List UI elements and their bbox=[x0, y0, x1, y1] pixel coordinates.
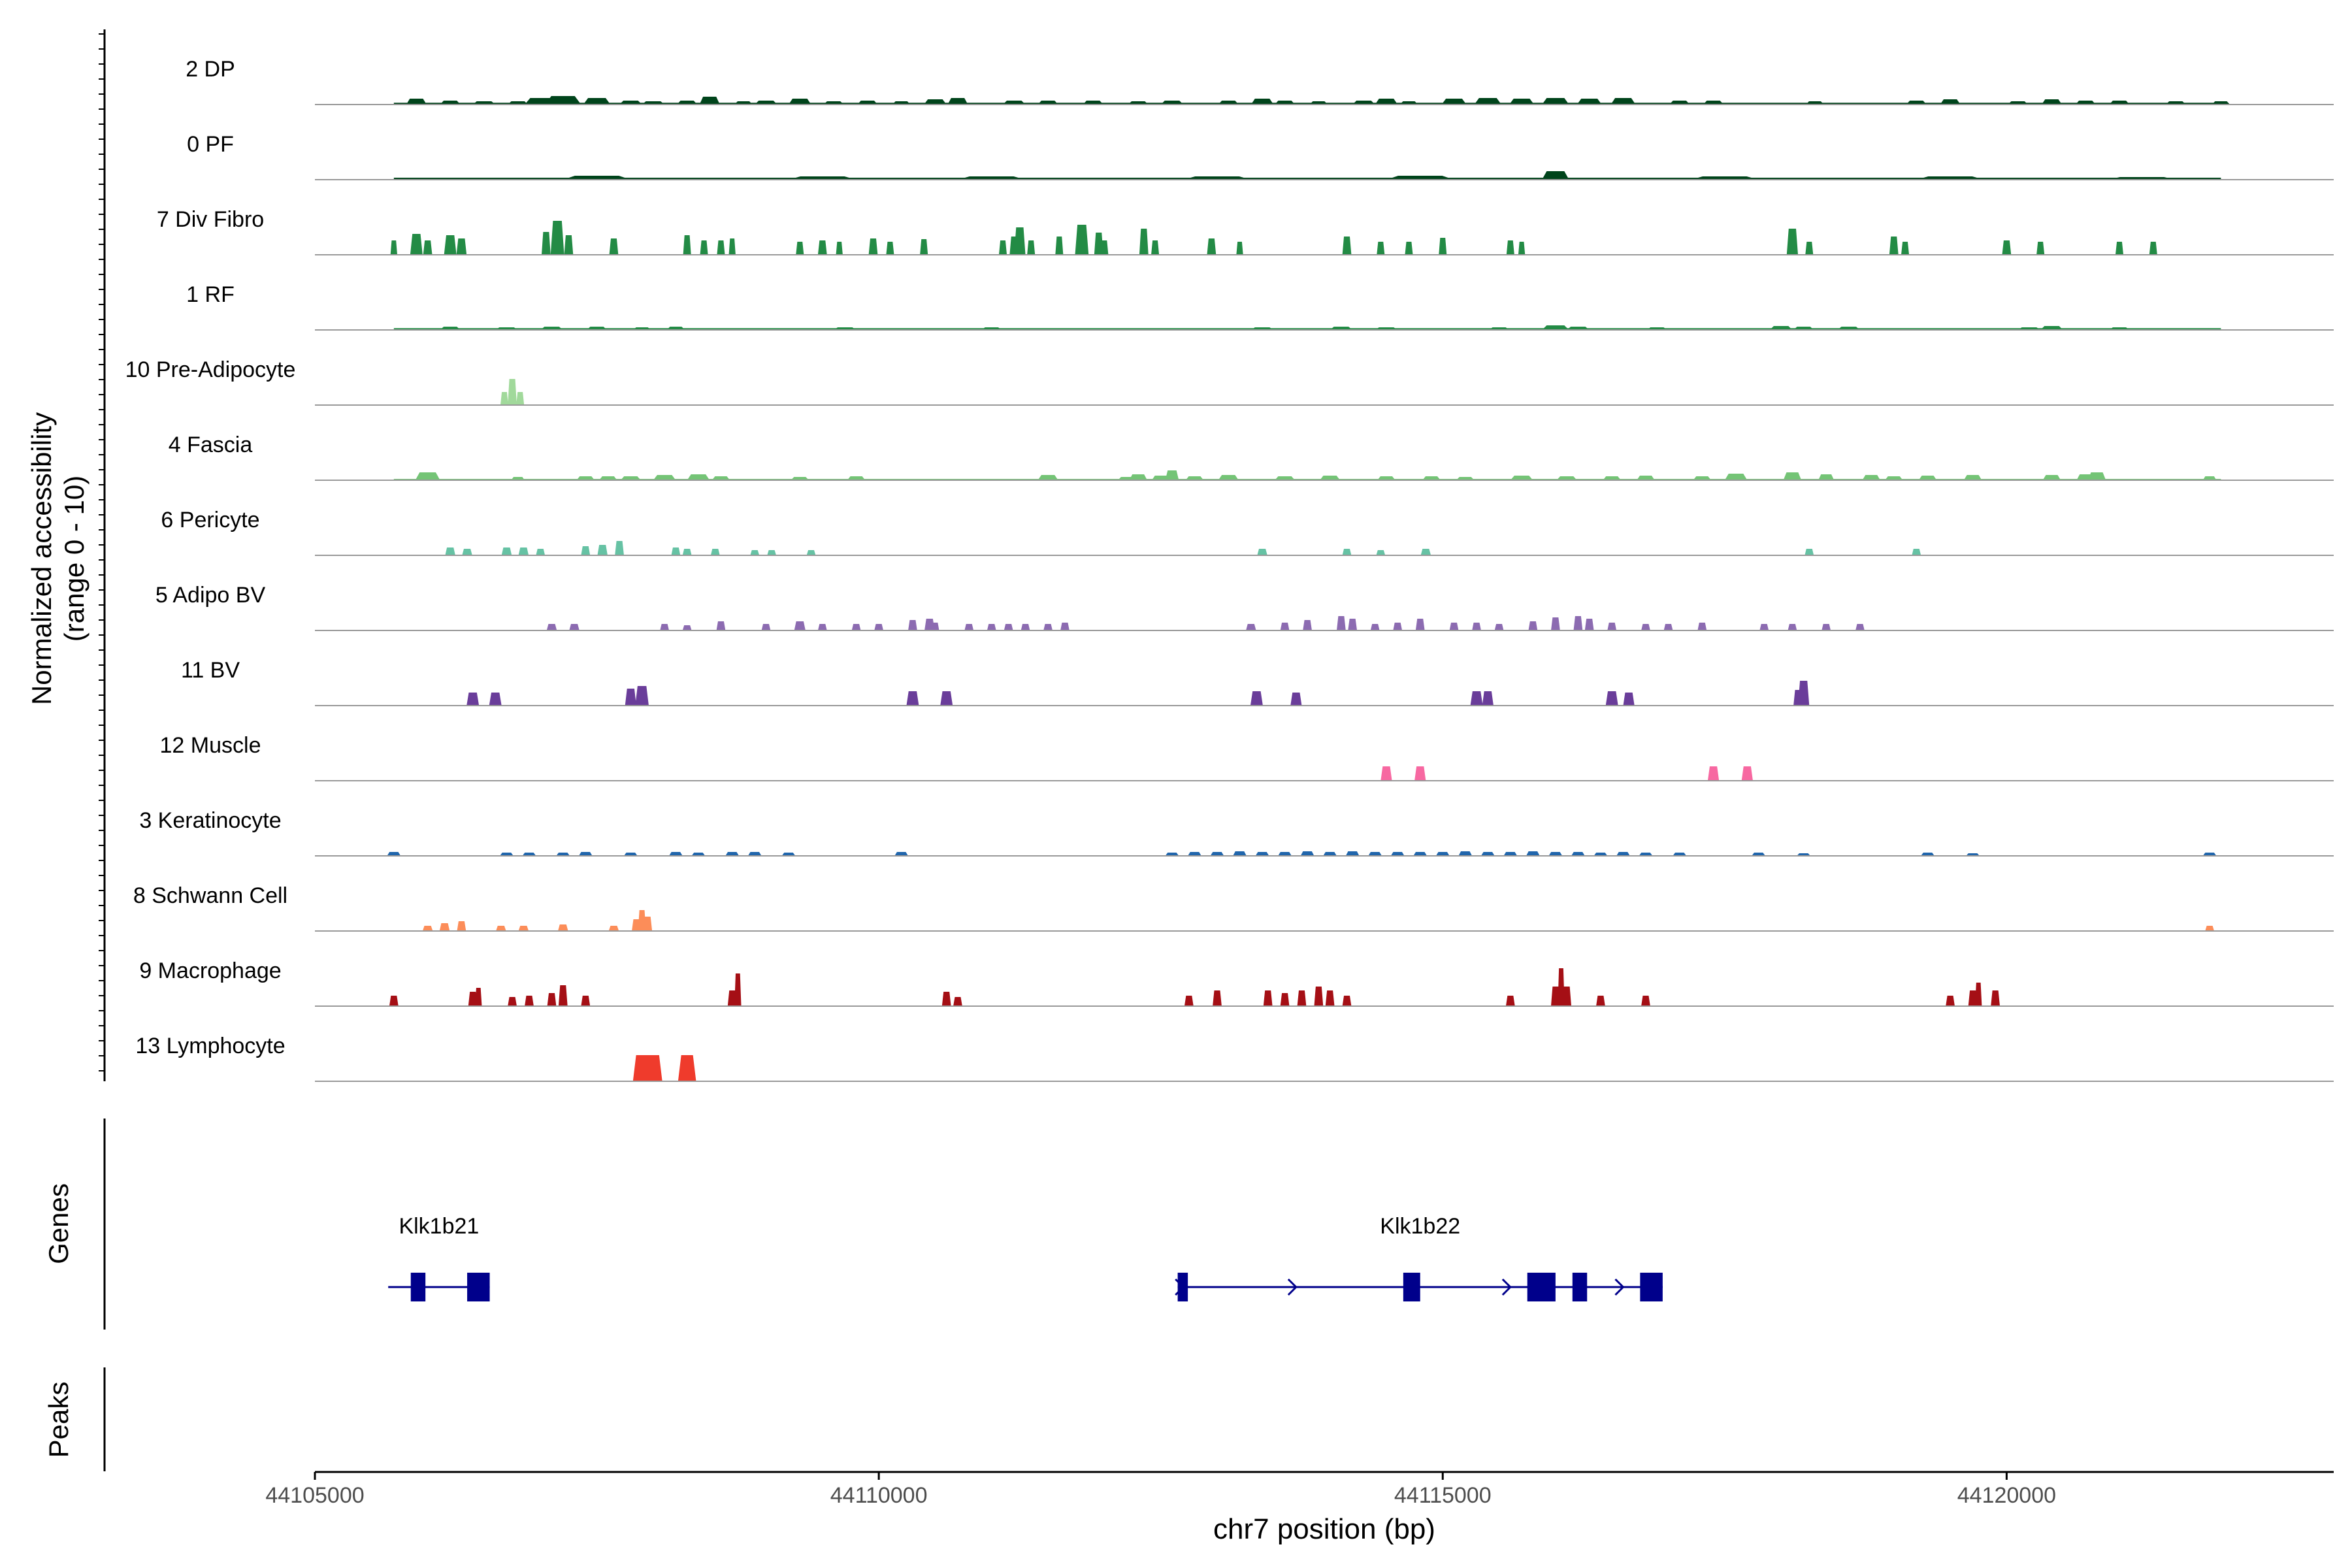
strand-arrow bbox=[1287, 1278, 1298, 1296]
strand-arrow bbox=[1175, 1278, 1185, 1296]
track-label: 11 BV bbox=[181, 658, 240, 683]
track-label: 0 PF bbox=[187, 132, 234, 157]
coverage-area bbox=[1380, 766, 1753, 781]
coverage-area bbox=[422, 910, 2215, 931]
x-axis-ticks: 44105000 44110000 44115000 44120000 bbox=[265, 1472, 2056, 1508]
x-axis-tick-label: 44120000 bbox=[1957, 1483, 2056, 1508]
coverage-tracks bbox=[315, 96, 2334, 1082]
x-axis-tick-label: 44110000 bbox=[830, 1483, 928, 1508]
coverage-area bbox=[466, 681, 1810, 706]
track-label: 1 RF bbox=[186, 282, 235, 307]
track-label: 12 Muscle bbox=[160, 733, 261, 758]
coverage-area bbox=[546, 616, 1865, 630]
gene-exon bbox=[467, 1273, 490, 1301]
coverage-area bbox=[393, 96, 2230, 105]
gene-name: Klk1b21 bbox=[399, 1214, 479, 1239]
track-labels: 2 DP 0 PF 7 Div Fibro 1 RF 10 Pre-Adipocyte 4… bbox=[125, 57, 296, 1058]
gene-exon bbox=[1572, 1273, 1588, 1301]
gene-models: Klk1b21 Klk1b22 bbox=[388, 1214, 1663, 1301]
gene-name: Klk1b22 bbox=[1380, 1214, 1460, 1239]
track-label: 7 Div Fibro bbox=[157, 207, 264, 232]
track-label: 13 Lymphocyte bbox=[135, 1034, 285, 1058]
track-label: 3 Keratinocyte bbox=[139, 808, 281, 833]
track-label: 4 Fascia bbox=[169, 433, 253, 457]
y-axis-label-line1: Normalized accessibility bbox=[26, 412, 57, 705]
coverage-area bbox=[393, 470, 2221, 480]
x-axis-label: chr7 position (bp) bbox=[1213, 1513, 1435, 1545]
track-label: 8 Schwann Cell bbox=[133, 883, 287, 908]
x-axis-tick-label: 44105000 bbox=[265, 1483, 364, 1508]
gene-exon bbox=[1640, 1273, 1663, 1301]
coverage-area bbox=[500, 379, 525, 405]
y-axis-label-line2: (range 0 - 10) bbox=[59, 476, 90, 642]
coverage-area bbox=[387, 851, 2217, 856]
track-label: 6 Pericyte bbox=[161, 508, 259, 532]
coverage-area bbox=[390, 221, 2157, 255]
strand-arrow bbox=[1614, 1278, 1625, 1296]
gene-exon bbox=[1403, 1273, 1420, 1301]
strand-arrow bbox=[1501, 1278, 1512, 1296]
x-axis-tick-label: 44115000 bbox=[1394, 1483, 1492, 1508]
coverage-area bbox=[632, 1055, 696, 1081]
gene-exon bbox=[410, 1273, 426, 1301]
coverage-area bbox=[389, 968, 2001, 1006]
coverage-area bbox=[445, 541, 1921, 555]
track-label: 9 Macrophage bbox=[139, 958, 281, 983]
track-label: 10 Pre-Adipocyte bbox=[125, 357, 296, 382]
peaks-panel-label: Peaks bbox=[43, 1382, 74, 1458]
gene-exon bbox=[1527, 1273, 1556, 1301]
coverage-area bbox=[393, 325, 2221, 330]
track-label: 2 DP bbox=[186, 57, 235, 82]
coverage-area bbox=[393, 171, 2221, 180]
track-label: 5 Adipo BV bbox=[155, 583, 266, 608]
genes-panel-label: Genes bbox=[43, 1183, 74, 1264]
